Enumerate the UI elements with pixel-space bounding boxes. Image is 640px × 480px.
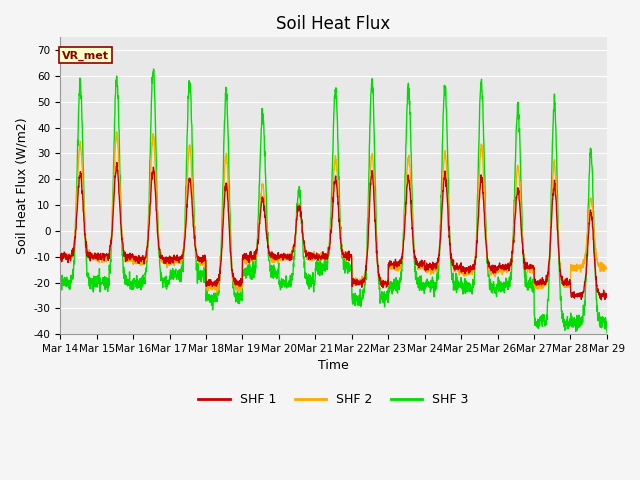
- Y-axis label: Soil Heat Flux (W/m2): Soil Heat Flux (W/m2): [15, 118, 28, 254]
- Legend: SHF 1, SHF 2, SHF 3: SHF 1, SHF 2, SHF 3: [193, 388, 474, 411]
- SHF 3: [150, 66, 157, 72]
- SHF 1: [56, 256, 64, 262]
- SHF 2: [556, 254, 563, 260]
- SHF 1: [113, 160, 121, 166]
- SHF 3: [493, 294, 500, 300]
- SHF 2: [213, 289, 221, 295]
- SHF 2: [350, 280, 358, 286]
- Line: SHF 1: SHF 1: [60, 163, 607, 300]
- SHF 3: [570, 317, 578, 323]
- SHF 1: [555, 251, 563, 257]
- SHF 2: [570, 263, 578, 268]
- SHF 1: [362, 273, 369, 279]
- SHF 1: [603, 293, 611, 299]
- SHF 2: [209, 283, 217, 289]
- SHF 2: [362, 269, 369, 275]
- SHF 2: [603, 265, 611, 271]
- SHF 1: [209, 281, 217, 287]
- Line: SHF 2: SHF 2: [60, 132, 607, 292]
- X-axis label: Time: Time: [318, 360, 349, 372]
- Text: VR_met: VR_met: [62, 50, 109, 60]
- SHF 1: [349, 276, 357, 281]
- SHF 2: [113, 129, 120, 135]
- SHF 3: [209, 300, 217, 306]
- SHF 2: [493, 270, 500, 276]
- SHF 3: [555, 261, 563, 267]
- SHF 3: [349, 294, 357, 300]
- SHF 2: [56, 252, 64, 258]
- SHF 1: [493, 264, 500, 270]
- Line: SHF 3: SHF 3: [60, 69, 607, 333]
- Title: Soil Heat Flux: Soil Heat Flux: [276, 15, 390, 33]
- SHF 3: [362, 277, 369, 283]
- SHF 3: [603, 330, 611, 336]
- SHF 1: [598, 297, 605, 302]
- SHF 1: [570, 289, 578, 295]
- SHF 3: [56, 285, 64, 290]
